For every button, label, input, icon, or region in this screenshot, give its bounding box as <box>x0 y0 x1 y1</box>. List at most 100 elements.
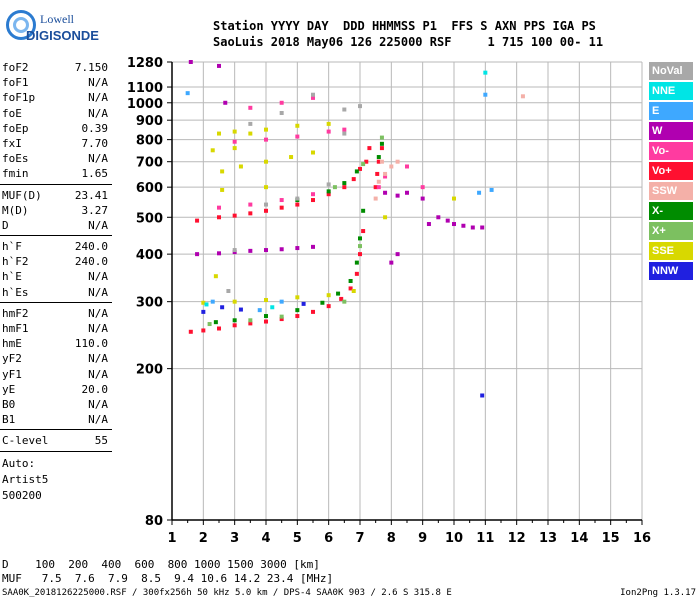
x-tick-label: 1 <box>167 531 176 546</box>
data-point-e <box>257 308 262 313</box>
x-tick-label: 9 <box>418 531 427 546</box>
data-point-x <box>354 260 359 265</box>
data-point-sse <box>311 150 315 155</box>
data-point-x <box>354 169 359 174</box>
data-point-sse <box>289 155 294 160</box>
data-point-vo <box>351 177 356 182</box>
data-point-nne <box>204 302 209 307</box>
data-point-vo <box>326 304 331 309</box>
data-point-x <box>295 308 300 313</box>
data-point-sse <box>326 293 331 298</box>
data-point-vo <box>311 192 315 197</box>
series-vo <box>188 146 384 334</box>
x-tick-label: 10 <box>445 531 463 546</box>
param-row: h`F 240.0 <box>0 239 112 254</box>
legend-item-e: E <box>649 102 693 120</box>
data-point-vo <box>232 323 237 328</box>
x-tick-label: 7 <box>355 531 364 546</box>
data-point-sse <box>232 146 237 151</box>
data-point-vo <box>358 166 362 171</box>
y-tick-label: 800 <box>136 134 163 149</box>
data-point-noval <box>279 110 284 115</box>
param-row: foE N/A <box>0 106 112 121</box>
data-point-e <box>489 187 494 192</box>
data-point-vo <box>279 317 284 322</box>
data-point-vo <box>373 185 378 190</box>
data-point-sse <box>220 169 225 174</box>
data-point-w <box>395 193 400 198</box>
data-point-sse <box>213 274 218 279</box>
y-tick-label: 1000 <box>127 97 163 112</box>
param-value: 3.27 <box>81 203 109 217</box>
divider <box>0 183 112 185</box>
series-noval <box>226 92 362 293</box>
data-point-vo <box>342 185 347 190</box>
param-value: N/A <box>88 76 108 90</box>
legend-item-noval: NoVal <box>649 62 693 80</box>
distance-scale-row: D 100 200 400 600 800 1000 1500 3000 [km… <box>2 558 320 571</box>
param-value: N/A <box>88 322 108 335</box>
x-tick-label: 8 <box>387 531 396 546</box>
data-point-vo <box>354 271 359 276</box>
data-point-vo <box>279 198 284 203</box>
y-tick-label: 1280 <box>127 56 163 71</box>
data-point-ssw <box>376 179 381 184</box>
y-tick-label: 900 <box>136 114 163 129</box>
data-point-w <box>383 190 388 195</box>
data-point-x <box>358 244 362 249</box>
data-point-x <box>336 291 341 296</box>
data-point-nnw <box>238 307 243 312</box>
data-point-vo <box>311 309 315 314</box>
parameter-panel: foF2 7.150 foF1 N/A foF1p N/A foE N/A foEp 0.39 fx… <box>0 60 112 505</box>
param-name: MUF(D) <box>2 188 42 202</box>
data-point-vo <box>326 129 331 134</box>
auto-code: 500200 <box>2 488 42 502</box>
legend-item-nne: NNE <box>649 82 693 100</box>
data-point-noval <box>295 196 300 201</box>
param-value: 1.65 <box>81 167 109 181</box>
param-row: fxI 7.70 <box>0 136 112 151</box>
data-point-vo <box>295 202 300 207</box>
data-point-x <box>279 314 284 319</box>
x-tick-label: 15 <box>602 531 620 546</box>
data-point-x <box>348 278 353 283</box>
param-value: 23.41 <box>74 188 108 202</box>
param-row: yE 20.0 <box>0 382 112 397</box>
data-point-vo <box>248 211 253 216</box>
data-point-x <box>207 322 212 327</box>
x-tick-label: 16 <box>633 531 651 546</box>
data-point-vo <box>326 192 331 197</box>
y-tick-label: 500 <box>136 211 163 226</box>
legend-item-vo: Vo- <box>649 142 693 160</box>
data-point-w <box>445 218 450 223</box>
logo-emblem-icon <box>6 10 36 40</box>
param-name: B1 <box>2 413 16 427</box>
data-point-x <box>379 135 384 140</box>
divider <box>0 301 112 303</box>
x-tick-label: 12 <box>508 531 526 546</box>
data-point-ssw <box>379 159 384 164</box>
param-name: D <box>2 218 9 232</box>
muf-scale-row: MUF 7.5 7.6 7.9 8.5 9.4 10.6 14.2 23.4 [… <box>2 572 334 585</box>
data-point-w <box>311 244 315 249</box>
x-tick-label: 4 <box>261 531 270 546</box>
param-row: hmF2 N/A <box>0 306 112 321</box>
data-point-ssw <box>520 94 525 99</box>
data-point-vo <box>376 185 381 190</box>
data-point-x <box>342 181 347 186</box>
legend-item-sse: SSE <box>649 242 693 260</box>
file-info-footer: SAA0K_2018126225000.RSF / 300fx256h 50 k… <box>2 588 452 598</box>
param-row: B0 N/A <box>0 397 112 412</box>
legend-item-x: X- <box>649 202 693 220</box>
param-value: 0.39 <box>81 121 109 135</box>
y-tick-label: 1100 <box>127 81 163 96</box>
data-point-sse <box>264 159 268 164</box>
data-point-sse <box>232 129 237 134</box>
data-point-noval <box>264 202 268 207</box>
data-point-w <box>405 190 409 195</box>
lowell-digisonde-logo: Lowell DIGISONDE <box>6 8 99 43</box>
data-point-noval <box>248 121 253 126</box>
param-name: fmin <box>2 167 29 181</box>
series-ssw <box>373 94 525 201</box>
param-row: B1 N/A <box>0 412 112 427</box>
